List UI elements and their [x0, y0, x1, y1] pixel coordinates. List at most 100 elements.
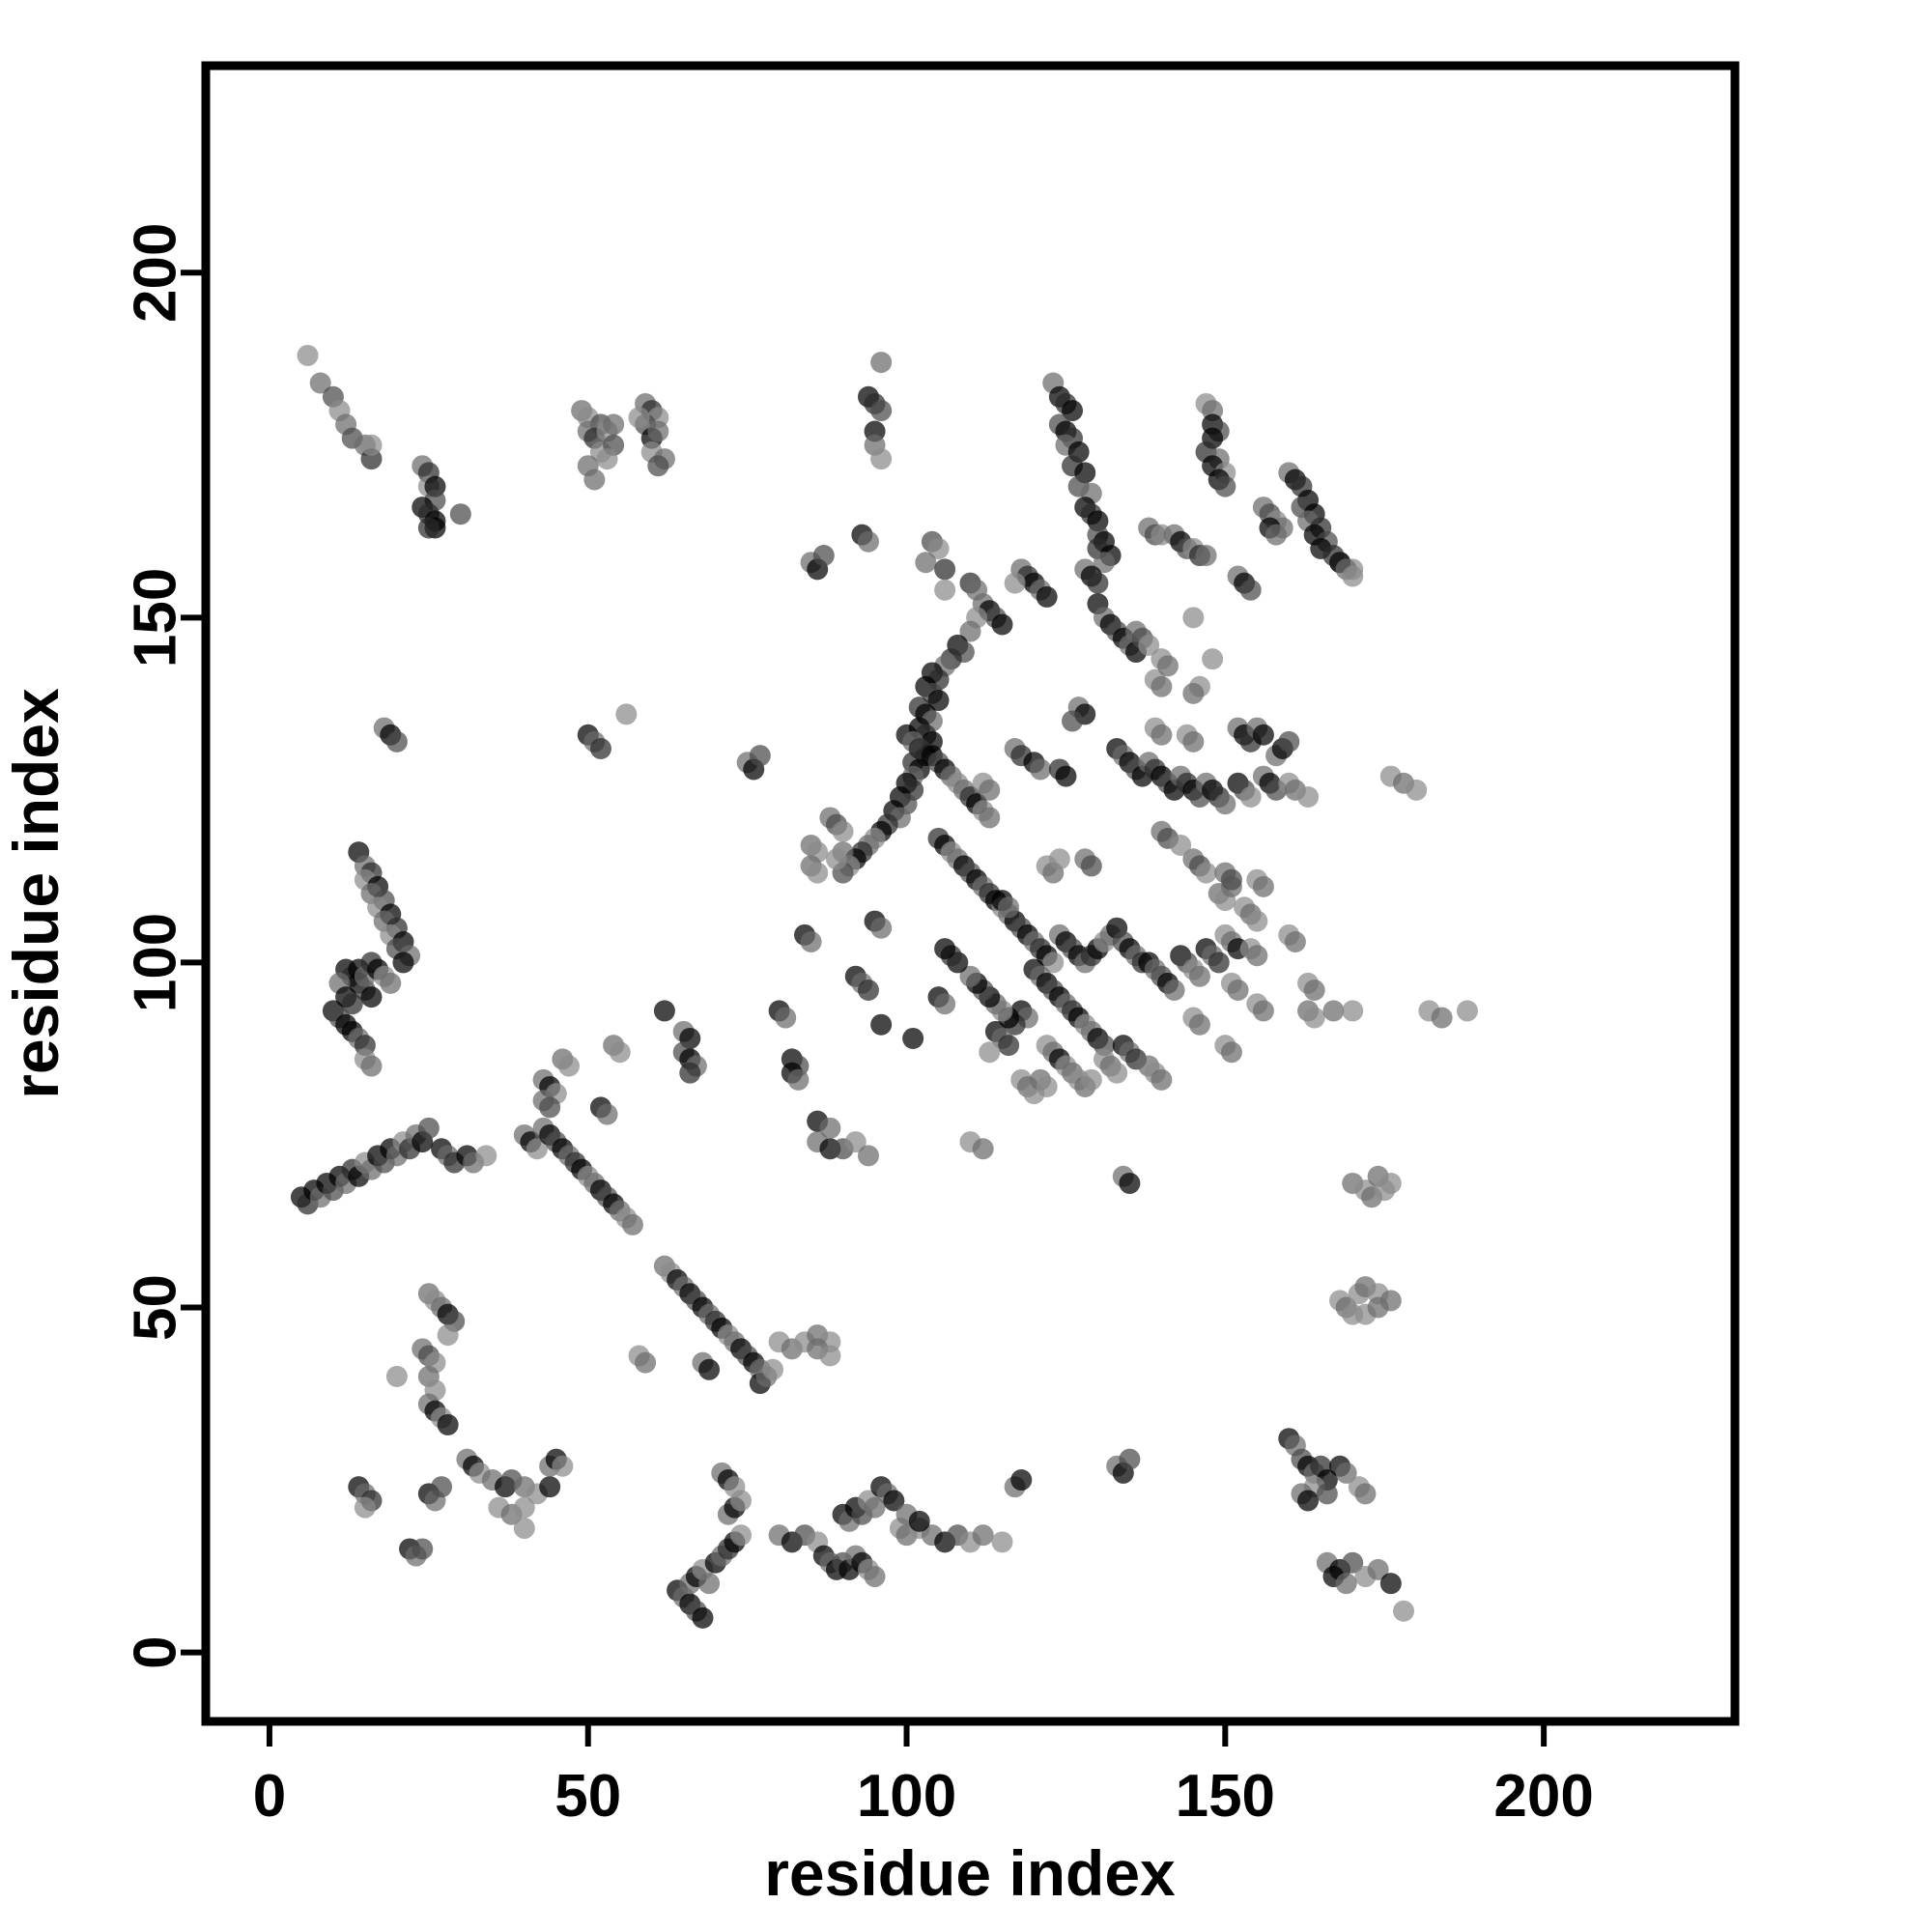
- data-point: [844, 1131, 867, 1153]
- data-point: [1062, 400, 1084, 422]
- x-tick-label: 0: [253, 1763, 286, 1830]
- data-point: [1036, 585, 1058, 608]
- data-point: [979, 807, 1001, 829]
- data-point: [653, 1000, 675, 1022]
- data-point-group: [290, 344, 1478, 1629]
- data-point: [966, 579, 988, 601]
- data-point: [864, 1496, 886, 1519]
- data-point: [1342, 1551, 1364, 1574]
- data-point: [1456, 1000, 1478, 1022]
- data-point: [417, 517, 440, 539]
- data-point: [1182, 607, 1205, 629]
- data-point: [360, 1055, 383, 1077]
- data-point: [1048, 848, 1070, 870]
- data-point: [959, 620, 981, 642]
- data-point: [927, 537, 950, 559]
- data-point: [870, 352, 893, 374]
- data-point: [1080, 855, 1102, 877]
- data-point: [1214, 793, 1236, 815]
- data-point: [819, 1117, 841, 1139]
- data-point: [1431, 1007, 1453, 1029]
- data-point: [360, 986, 383, 1009]
- data-point: [902, 1027, 924, 1049]
- data-point: [1188, 1013, 1210, 1036]
- data-point: [908, 1510, 930, 1532]
- data-point: [1322, 1000, 1345, 1022]
- data-point: [1297, 786, 1320, 809]
- data-point: [1265, 524, 1288, 546]
- data-point: [698, 1358, 721, 1380]
- data-point: [812, 545, 835, 567]
- data-point: [692, 1606, 714, 1629]
- data-point: [1030, 758, 1052, 781]
- data-point: [870, 917, 893, 939]
- data-point: [979, 1041, 1001, 1064]
- data-point: [449, 503, 471, 526]
- data-point: [1342, 565, 1364, 587]
- data-point: [1246, 945, 1268, 967]
- y-tick-label: 0: [123, 1635, 189, 1668]
- data-point: [762, 1358, 784, 1380]
- data-point: [979, 779, 1001, 801]
- data-point: [354, 1496, 376, 1519]
- data-point: [603, 413, 625, 436]
- data-point: [857, 530, 879, 553]
- data-point: [1278, 730, 1300, 753]
- data-point: [1042, 952, 1065, 974]
- data-point: [1214, 475, 1236, 497]
- data-point: [1188, 965, 1210, 987]
- data-point: [1208, 952, 1230, 974]
- data-point: [526, 1138, 548, 1160]
- data-point: [1138, 634, 1160, 656]
- data-point: [1284, 930, 1306, 952]
- data-point: [1252, 875, 1274, 897]
- data-point: [385, 730, 408, 753]
- data-point: [991, 1531, 1013, 1553]
- data-point: [787, 1068, 810, 1091]
- data-point: [870, 448, 893, 470]
- data-point: [679, 1062, 701, 1084]
- data-point: [991, 613, 1013, 636]
- data-point: [437, 1324, 459, 1347]
- data-point: [1335, 1573, 1357, 1595]
- y-tick-label: 50: [123, 1274, 189, 1341]
- data-point: [934, 579, 956, 601]
- data-point: [1252, 1000, 1274, 1022]
- data-point: [1055, 765, 1077, 787]
- data-point: [1182, 682, 1205, 704]
- data-point: [915, 552, 937, 574]
- data-point: [1004, 572, 1026, 594]
- data-point: [1239, 786, 1262, 809]
- data-point: [864, 1566, 886, 1588]
- data-point: [437, 1413, 459, 1435]
- data-point: [749, 745, 771, 767]
- data-point: [775, 1007, 797, 1029]
- data-point: [412, 1538, 434, 1560]
- data-point: [934, 993, 956, 1015]
- data-point: [1297, 1490, 1320, 1512]
- data-point: [807, 862, 829, 884]
- data-point: [417, 1117, 440, 1139]
- data-point: [800, 930, 822, 952]
- data-point: [972, 1138, 994, 1160]
- data-point: [825, 848, 847, 870]
- data-point: [1036, 1075, 1058, 1097]
- data-point: [1163, 979, 1185, 1001]
- data-point: [1195, 545, 1217, 567]
- data-point: [621, 1213, 643, 1236]
- data-point: [1062, 710, 1084, 732]
- data-point: [392, 952, 414, 974]
- data-point: [1367, 1296, 1389, 1319]
- data-point: [1106, 1062, 1128, 1084]
- data-point: [1220, 1041, 1242, 1064]
- data-point: [1182, 730, 1205, 753]
- data-point: [309, 372, 331, 394]
- data-point: [539, 1096, 561, 1119]
- y-tick-label: 100: [123, 913, 189, 1012]
- axis-ticks: [181, 270, 1548, 1747]
- data-point: [1406, 779, 1428, 801]
- x-tick-label: 150: [1176, 1763, 1275, 1830]
- data-point: [539, 1476, 561, 1498]
- data-point: [832, 820, 854, 842]
